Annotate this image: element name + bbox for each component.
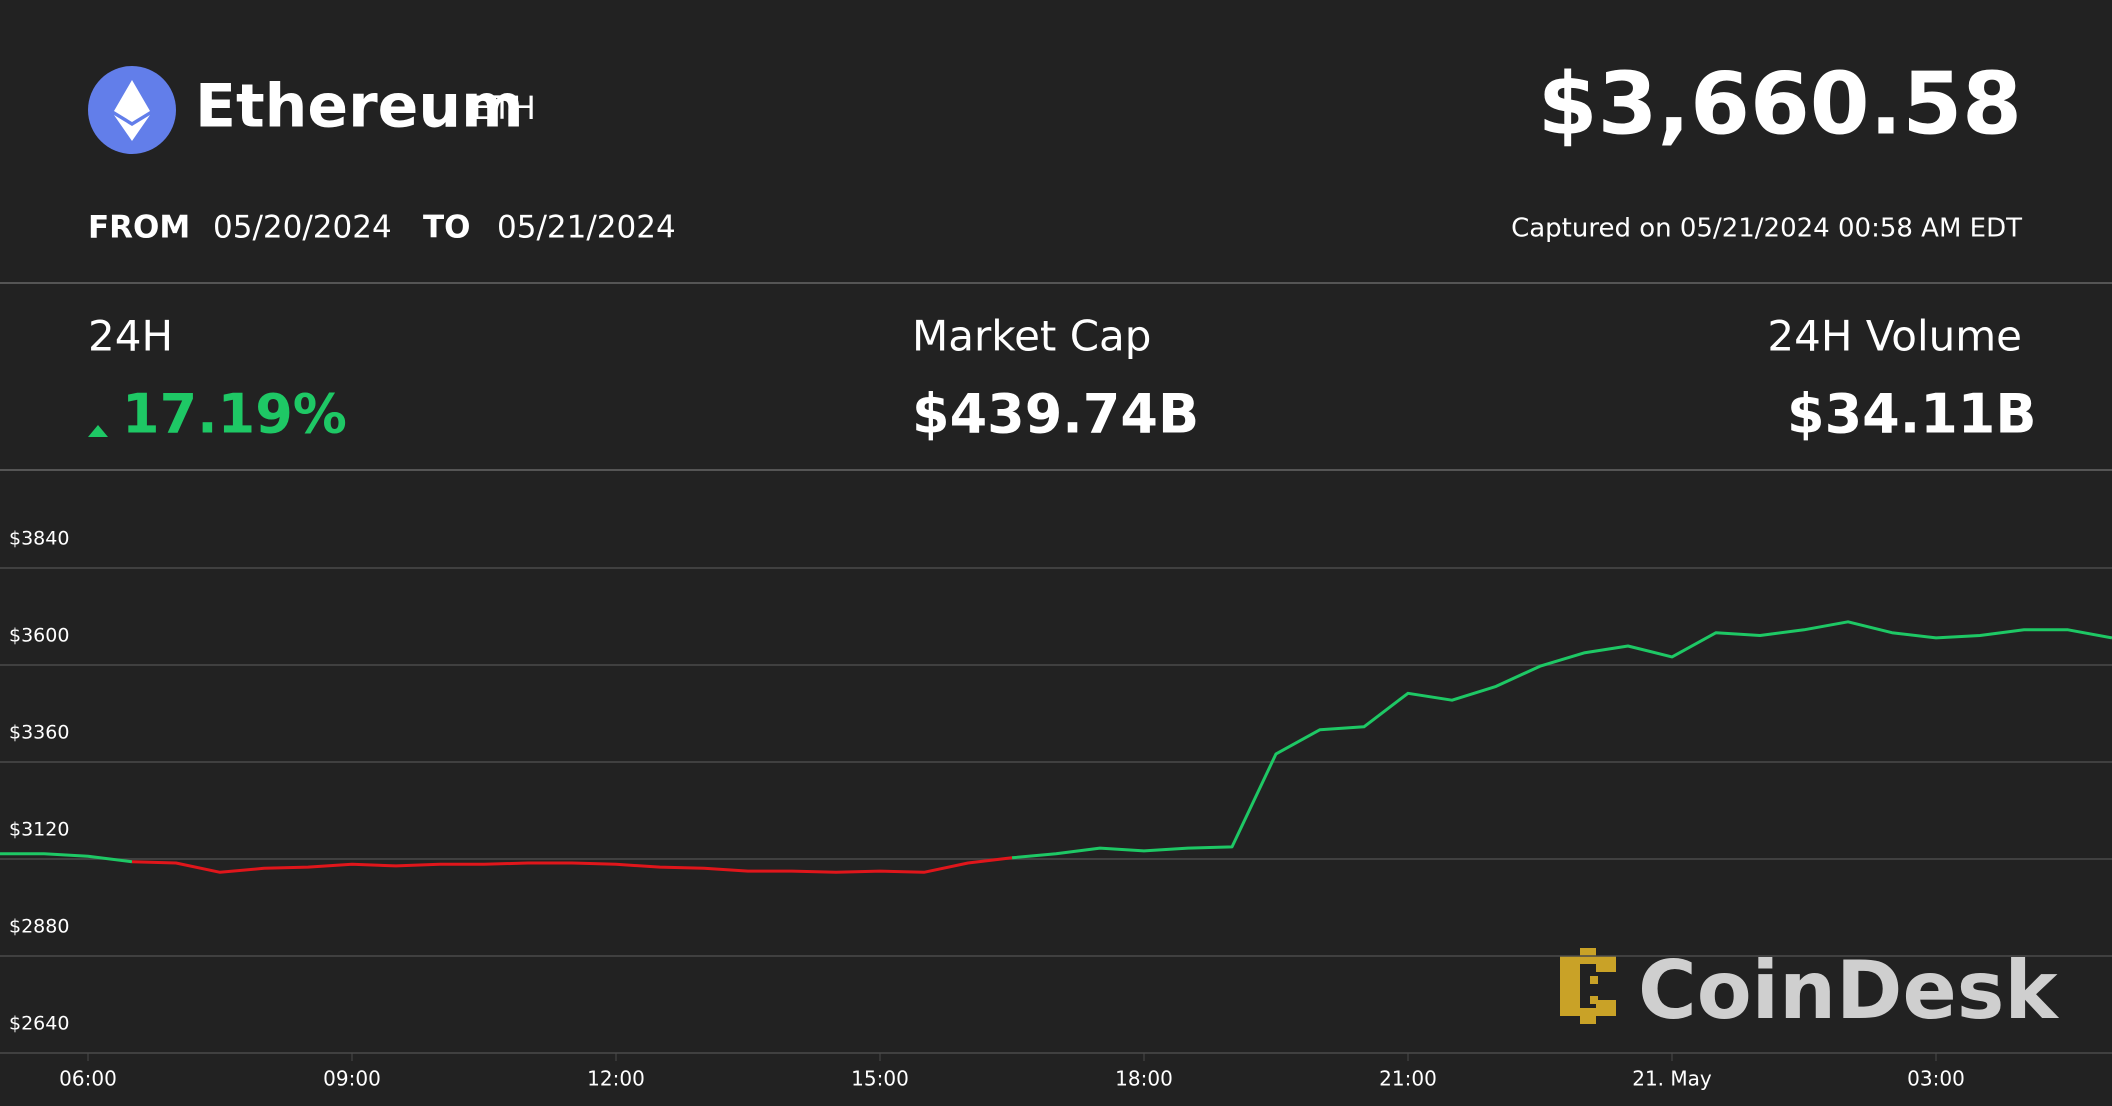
- coin-symbol: ETH: [472, 89, 536, 127]
- brand: CoinDesk: [1638, 944, 2059, 1037]
- x-tick-label: 21. May: [1632, 1067, 1712, 1091]
- eth-glyph: [114, 80, 150, 141]
- x-tick-label: 15:00: [851, 1067, 909, 1091]
- x-tick-label: 09:00: [323, 1067, 381, 1091]
- up-arrow: [88, 425, 108, 437]
- x-tick-label: 03:00: [1907, 1067, 1965, 1091]
- logo-dot: [1590, 996, 1598, 1004]
- y-tick-label: $3120: [9, 819, 69, 841]
- market-cap-value: $439.74B: [912, 383, 1199, 446]
- y-tick-label: $2640: [9, 1013, 69, 1035]
- logo-dot: [1590, 976, 1598, 984]
- change-value: 17.19%: [122, 383, 347, 446]
- y-tick-label: $2880: [9, 916, 69, 938]
- coin-name: Ethereum: [195, 72, 524, 142]
- to-label: TO: [423, 210, 471, 246]
- price: $3,660.58: [1538, 54, 2022, 154]
- y-tick-label: $3600: [9, 625, 69, 647]
- x-tick-label: 06:00: [59, 1067, 117, 1091]
- market-cap-label: Market Cap: [912, 312, 1151, 361]
- y-tick-label: $3360: [9, 722, 69, 744]
- captured: Captured on 05/21/2024 00:58 AM EDT: [1511, 214, 2022, 244]
- price-line: [0, 620, 2112, 864]
- volume-value: $34.11B: [1787, 383, 2037, 446]
- to-date: 05/21/2024: [497, 210, 676, 246]
- logo-mark: [1560, 948, 1616, 1024]
- from-date: 05/20/2024: [213, 210, 392, 246]
- from-label: FROM: [88, 210, 190, 246]
- x-tick-label: 21:00: [1379, 1067, 1437, 1091]
- change-label: 24H: [88, 312, 173, 361]
- volume-label: 24H Volume: [1767, 312, 2022, 361]
- coindesk-logo: CoinDesk: [1560, 944, 2059, 1037]
- chart: $2640 $2880 $3120 $3360 $3600 $3840 06:00 09:00…: [0, 528, 2112, 1091]
- x-tick-label: 12:00: [587, 1067, 645, 1091]
- price-line: [131, 856, 1013, 874]
- x-tick-label: 18:00: [1115, 1067, 1173, 1091]
- y-tick-label: $3840: [9, 528, 69, 550]
